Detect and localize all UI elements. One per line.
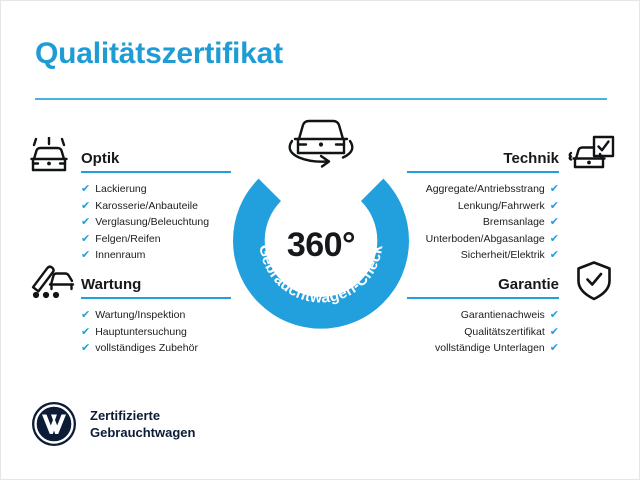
- list-item-label: Karosserie/Anbauteile: [95, 199, 198, 212]
- section-divider: [407, 171, 559, 173]
- check-icon: ✔: [81, 231, 91, 245]
- section-title: Optik: [81, 150, 120, 167]
- list-item-label: vollständiges Zubehör: [95, 342, 198, 354]
- section-header: Garantie: [407, 269, 559, 299]
- list-item: vollständige Unterlagen ✔: [407, 340, 559, 357]
- list-item: Unterboden/Abgasanlage ✔: [407, 231, 559, 248]
- page-title: Qualitätszertifikat: [35, 37, 283, 70]
- section-divider: [81, 297, 231, 299]
- list-item: Bremsanlage ✔: [407, 214, 559, 231]
- check-icon: ✔: [81, 248, 91, 261]
- list-item-label: Sicherheit/Elektrik: [460, 249, 545, 261]
- list-item-label: Garantienachweis: [460, 309, 545, 321]
- car-checkbox-icon: [567, 135, 615, 182]
- section-title: Technik: [503, 150, 559, 167]
- badge-ring: Gebrauchtwagen-Check: [233, 178, 409, 329]
- check-icon: ✔: [81, 198, 91, 212]
- check-icon: ✔: [549, 182, 559, 195]
- title-divider: [35, 98, 607, 100]
- check-icon: ✔: [81, 341, 91, 354]
- footer-line-2: Gebrauchtwagen: [90, 425, 196, 440]
- list-item-label: Hauptuntersuchung: [95, 325, 187, 338]
- check-icon: ✔: [549, 215, 559, 228]
- car-wrench-icon: [27, 260, 75, 305]
- list-item-label: Lenkung/Fahrwerk: [457, 199, 545, 212]
- check-icon: ✔: [549, 248, 559, 261]
- list-item: ✔ Hauptuntersuchung: [81, 324, 231, 341]
- shield-check-icon: [574, 260, 614, 307]
- check-icon: ✔: [549, 308, 559, 321]
- section-garantie: Garantie Garantienachweis ✔ Qualitätszert…: [407, 269, 559, 357]
- list-item: Aggregate/Antriebsstrang ✔: [407, 181, 559, 198]
- list-item: ✔ Verglasung/Beleuchtung: [81, 214, 231, 231]
- check-icon: ✔: [81, 324, 91, 338]
- check-list: ✔ Lackierung ✔ Karosserie/Anbauteile ✔ Verg…: [81, 181, 231, 264]
- list-item-label: Verglasung/Beleuchtung: [95, 216, 210, 228]
- list-item: Qualitätszertifikat ✔: [407, 324, 559, 341]
- section-header: Optik: [81, 143, 231, 173]
- list-item-label: Innenraum: [95, 249, 146, 261]
- list-item-label: Felgen/Reifen: [95, 232, 161, 245]
- list-item-label: Lackierung: [95, 183, 147, 195]
- car-rotate-icon: [288, 119, 354, 168]
- list-item: ✔ Wartung/Inspektion: [81, 307, 231, 324]
- check-icon: ✔: [81, 182, 91, 195]
- badge-360-gebrauchtwagen-check: Gebrauchtwagen-Check 360°: [229, 119, 413, 333]
- list-item: ✔ Karosserie/Anbauteile: [81, 198, 231, 215]
- list-item: ✔ Felgen/Reifen: [81, 231, 231, 248]
- list-item: ✔ Lackierung: [81, 181, 231, 198]
- check-list: Aggregate/Antriebsstrang ✔ Lenkung/Fahrwe…: [407, 181, 559, 264]
- list-item-label: Aggregate/Antriebsstrang: [425, 183, 545, 195]
- check-list: Garantienachweis ✔ Qualitätszertifikat ✔ v…: [407, 307, 559, 357]
- footer-brand: Zertifizierte Gebrauchtwagen: [31, 401, 195, 447]
- section-technik: Technik Aggregate/Antriebsstrang ✔ Lenkun…: [407, 143, 559, 264]
- list-item: Garantienachweis ✔: [407, 307, 559, 324]
- check-icon: ✔: [549, 231, 559, 245]
- list-item-label: vollständige Unterlagen: [435, 342, 545, 354]
- vw-logo-icon: [32, 402, 76, 446]
- list-item: Sicherheit/Elektrik ✔: [407, 247, 559, 264]
- list-item: ✔ vollständiges Zubehör: [81, 340, 231, 357]
- list-item-label: Qualitätszertifikat: [464, 325, 545, 338]
- car-shine-icon: [27, 136, 71, 182]
- check-icon: ✔: [81, 308, 91, 321]
- section-divider: [407, 297, 559, 299]
- list-item-label: Unterboden/Abgasanlage: [425, 232, 545, 245]
- footer-text: Zertifizierte Gebrauchtwagen: [90, 407, 195, 441]
- check-icon: ✔: [549, 324, 559, 338]
- list-item-label: Wartung/Inspektion: [95, 309, 186, 321]
- check-icon: ✔: [549, 198, 559, 212]
- section-header: Technik: [407, 143, 559, 173]
- section-divider: [81, 171, 231, 173]
- list-item-label: Bremsanlage: [482, 216, 545, 228]
- section-title: Garantie: [498, 276, 559, 293]
- list-item: ✔ Innenraum: [81, 247, 231, 264]
- check-icon: ✔: [549, 341, 559, 354]
- section-wartung: Wartung ✔ Wartung/Inspektion ✔ Hauptunters…: [81, 269, 231, 357]
- badge-center-label: 360°: [286, 225, 356, 264]
- check-list: ✔ Wartung/Inspektion ✔ Hauptuntersuchung ✔…: [81, 307, 231, 357]
- list-item: Lenkung/Fahrwerk ✔: [407, 198, 559, 215]
- footer-line-1: Zertifizierte: [90, 408, 161, 423]
- check-icon: ✔: [81, 215, 91, 228]
- section-optik: Optik ✔ Lackierung ✔ Karosserie/Anbauteile…: [81, 143, 231, 264]
- section-header: Wartung: [81, 269, 231, 299]
- section-title: Wartung: [81, 276, 142, 293]
